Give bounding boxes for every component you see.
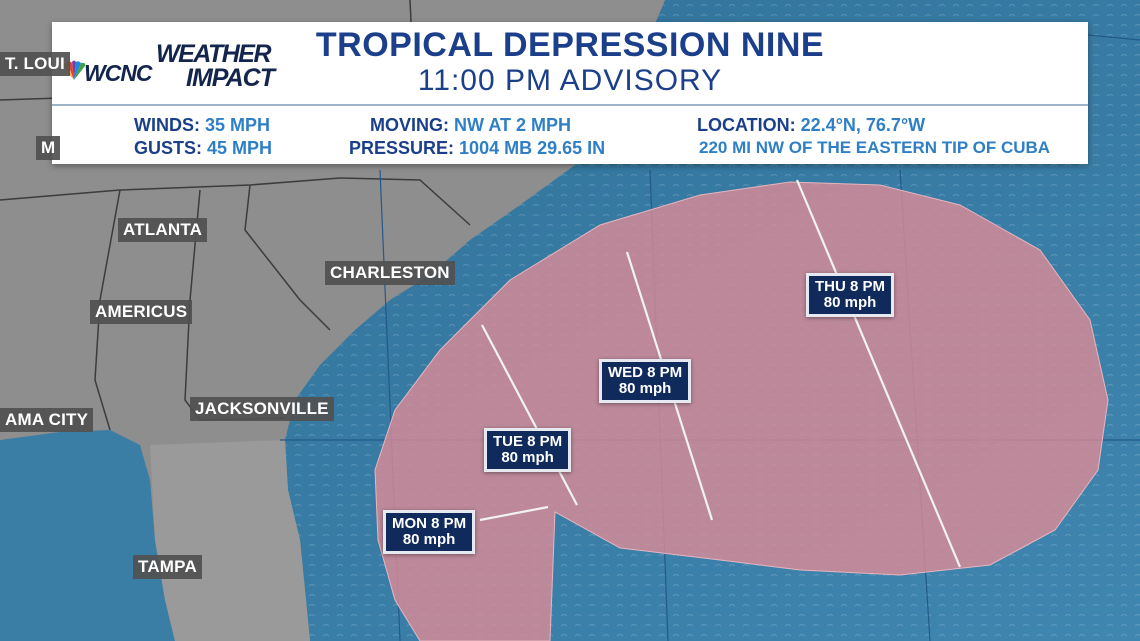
gusts-stat: GUSTS: 45 MPH bbox=[134, 138, 272, 159]
forecast-wind: 80 mph bbox=[501, 449, 554, 466]
winds-label: WINDS: bbox=[134, 115, 200, 135]
winds-stat: WINDS: 35 MPH bbox=[134, 115, 270, 136]
location-stat: LOCATION: 22.4°N, 76.7°W bbox=[697, 115, 925, 136]
city-st-louis: T. LOUI bbox=[0, 52, 70, 76]
brand-impact: IMPACT bbox=[186, 64, 275, 92]
forecast-time: THU 8 PM bbox=[815, 278, 886, 295]
gusts-label: GUSTS: bbox=[134, 138, 203, 158]
forecast-point-mon[interactable]: MON 8 PM 80 mph bbox=[383, 510, 476, 554]
storm-title: TROPICAL DEPRESSION NINE bbox=[315, 26, 825, 64]
station-logo: WCNC WEATHER IMPACT bbox=[60, 36, 300, 96]
advisory-time: 11:00 PM ADVISORY bbox=[417, 64, 723, 97]
distance-stat: 220 MI NW OF THE EASTERN TIP OF CUBA bbox=[699, 138, 1050, 158]
city-panama-city: AMA CITY bbox=[0, 408, 94, 432]
winds-value: 35 MPH bbox=[205, 115, 271, 135]
location-label: LOCATION: bbox=[697, 115, 796, 135]
forecast-cone bbox=[374, 181, 1109, 641]
city-atlanta: ATLANTA bbox=[118, 218, 208, 242]
location-value: 22.4°N, 76.7°W bbox=[800, 115, 926, 135]
moving-stat: MOVING: NW AT 2 MPH bbox=[370, 115, 571, 136]
station-name: WCNC bbox=[84, 60, 153, 86]
forecast-wind: 80 mph bbox=[402, 531, 456, 548]
advisory-header: WCNC WEATHER IMPACT TROPICAL DEPRESSION … bbox=[52, 22, 1088, 164]
distance-value: 220 MI NW OF THE EASTERN TIP OF CUBA bbox=[699, 138, 1051, 157]
moving-label: MOVING: bbox=[370, 115, 449, 135]
forecast-wind: 80 mph bbox=[618, 380, 672, 397]
forecast-point-tue[interactable]: TUE 8 PM 80 mph bbox=[484, 428, 572, 472]
city-americus: AMERICUS bbox=[90, 300, 193, 324]
moving-value: NW AT 2 MPH bbox=[454, 115, 572, 135]
header-divider bbox=[52, 104, 1088, 106]
forecast-point-thu[interactable]: THU 8 PM 80 mph bbox=[806, 273, 895, 317]
gulf-of-mexico bbox=[0, 430, 175, 641]
forecast-point-wed[interactable]: WED 8 PM 80 mph bbox=[599, 359, 692, 403]
forecast-time: WED 8 PM bbox=[608, 364, 683, 381]
pressure-stat: PRESSURE: 1004 MB 29.65 IN bbox=[349, 138, 605, 159]
gusts-value: 45 MPH bbox=[207, 138, 273, 158]
forecast-time: MON 8 PM bbox=[392, 515, 467, 532]
brand-weather: WEATHER bbox=[156, 40, 272, 68]
city-jacksonville: JACKSONVILLE bbox=[190, 397, 334, 421]
city-charleston: CHARLESTON bbox=[325, 261, 455, 285]
city-tampa: TAMPA bbox=[133, 555, 202, 579]
forecast-time: TUE 8 PM bbox=[493, 433, 563, 450]
forecast-wind: 80 mph bbox=[823, 294, 877, 311]
city-partial-m: M bbox=[36, 136, 61, 160]
pressure-value: 1004 MB 29.65 IN bbox=[459, 138, 606, 158]
pressure-label: PRESSURE: bbox=[349, 138, 455, 158]
florida-peninsula bbox=[150, 440, 310, 641]
